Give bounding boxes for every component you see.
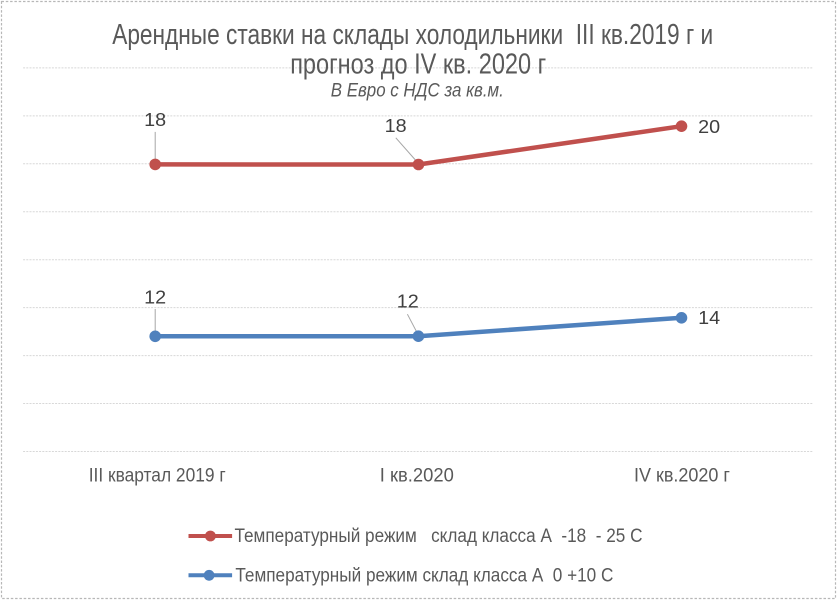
svg-text:прогноз до IV кв. 2020 г: прогноз до IV кв. 2020 г (290, 49, 546, 81)
svg-text:Арендные ставки на склады холо: Арендные ставки на склады холодильники I… (112, 19, 713, 51)
svg-text:20: 20 (698, 117, 720, 137)
svg-text:Температурный режим склад кл: Температурный режим склад класса А -18 -… (235, 526, 643, 547)
svg-text:I кв.2020: I кв.2020 (380, 466, 454, 487)
svg-text:12: 12 (144, 287, 166, 307)
svg-text:14: 14 (698, 308, 720, 328)
svg-text:III квартал 2019 г: III квартал 2019 г (89, 466, 226, 487)
svg-text:Температурный режим склад клас: Температурный режим склад класса А 0 +10… (235, 565, 613, 586)
svg-text:18: 18 (144, 110, 166, 130)
svg-text:В Евро с НДС за кв.м.: В Евро с НДС за кв.м. (331, 81, 504, 102)
svg-text:IV кв.2020 г: IV кв.2020 г (634, 466, 730, 487)
svg-text:12: 12 (397, 292, 419, 312)
svg-text:18: 18 (385, 116, 407, 136)
